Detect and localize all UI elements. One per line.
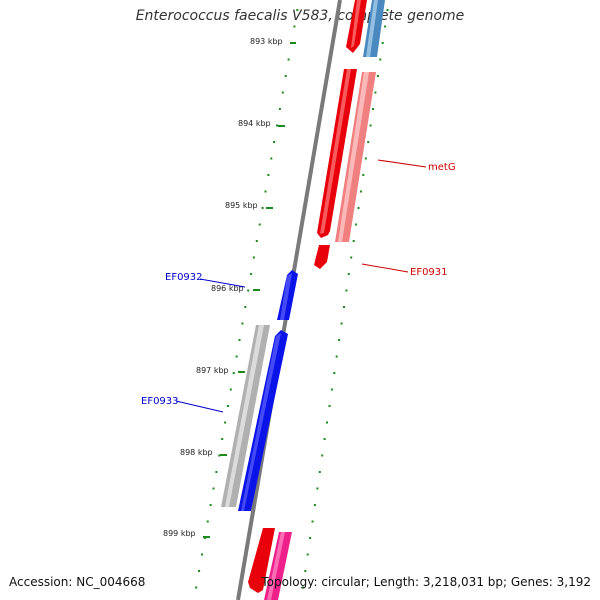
gene-label-metG[interactable]: metG — [428, 162, 456, 173]
gene-top-steelblue[interactable] — [363, 0, 385, 57]
kbp-label-893: 893 kbp — [250, 37, 283, 46]
gene-top-red[interactable] — [346, 0, 367, 53]
topology-summary-text: Topology: circular; Length: 3,218,031 bp… — [261, 575, 591, 589]
gene-bottom-magenta[interactable] — [264, 532, 292, 600]
gene-label-EF0933[interactable]: EF0933 — [141, 396, 179, 407]
accession-text: Accession: NC_004668 — [9, 575, 146, 589]
outer-tick-track — [195, 9, 299, 589]
kbp-label-895: 895 kbp — [225, 201, 258, 210]
gene-bottom-red[interactable] — [248, 528, 275, 593]
kbp-label-898: 898 kbp — [180, 448, 213, 457]
kbp-label-894: 894 kbp — [238, 119, 271, 128]
gene-label-EF0931[interactable]: EF0931 — [410, 267, 448, 278]
kbp-major-ticks — [203, 42, 296, 538]
gene-EF0933-gray[interactable] — [221, 325, 270, 507]
gene-metG-red[interactable] — [317, 69, 357, 238]
gene-label-EF0932[interactable]: EF0932 — [165, 272, 203, 283]
inner-tick-track — [301, 9, 389, 589]
callout-lines — [175, 159, 427, 413]
kbp-label-899: 899 kbp — [163, 529, 196, 538]
gene-EF0931-red[interactable] — [314, 245, 330, 269]
gene-EF0932-blue[interactable] — [277, 270, 298, 320]
gene-metG-pink[interactable] — [335, 72, 376, 242]
kbp-label-896: 896 kbp — [211, 284, 244, 293]
gene-EF0933-blue[interactable] — [238, 330, 288, 511]
kbp-label-897: 897 kbp — [196, 366, 229, 375]
